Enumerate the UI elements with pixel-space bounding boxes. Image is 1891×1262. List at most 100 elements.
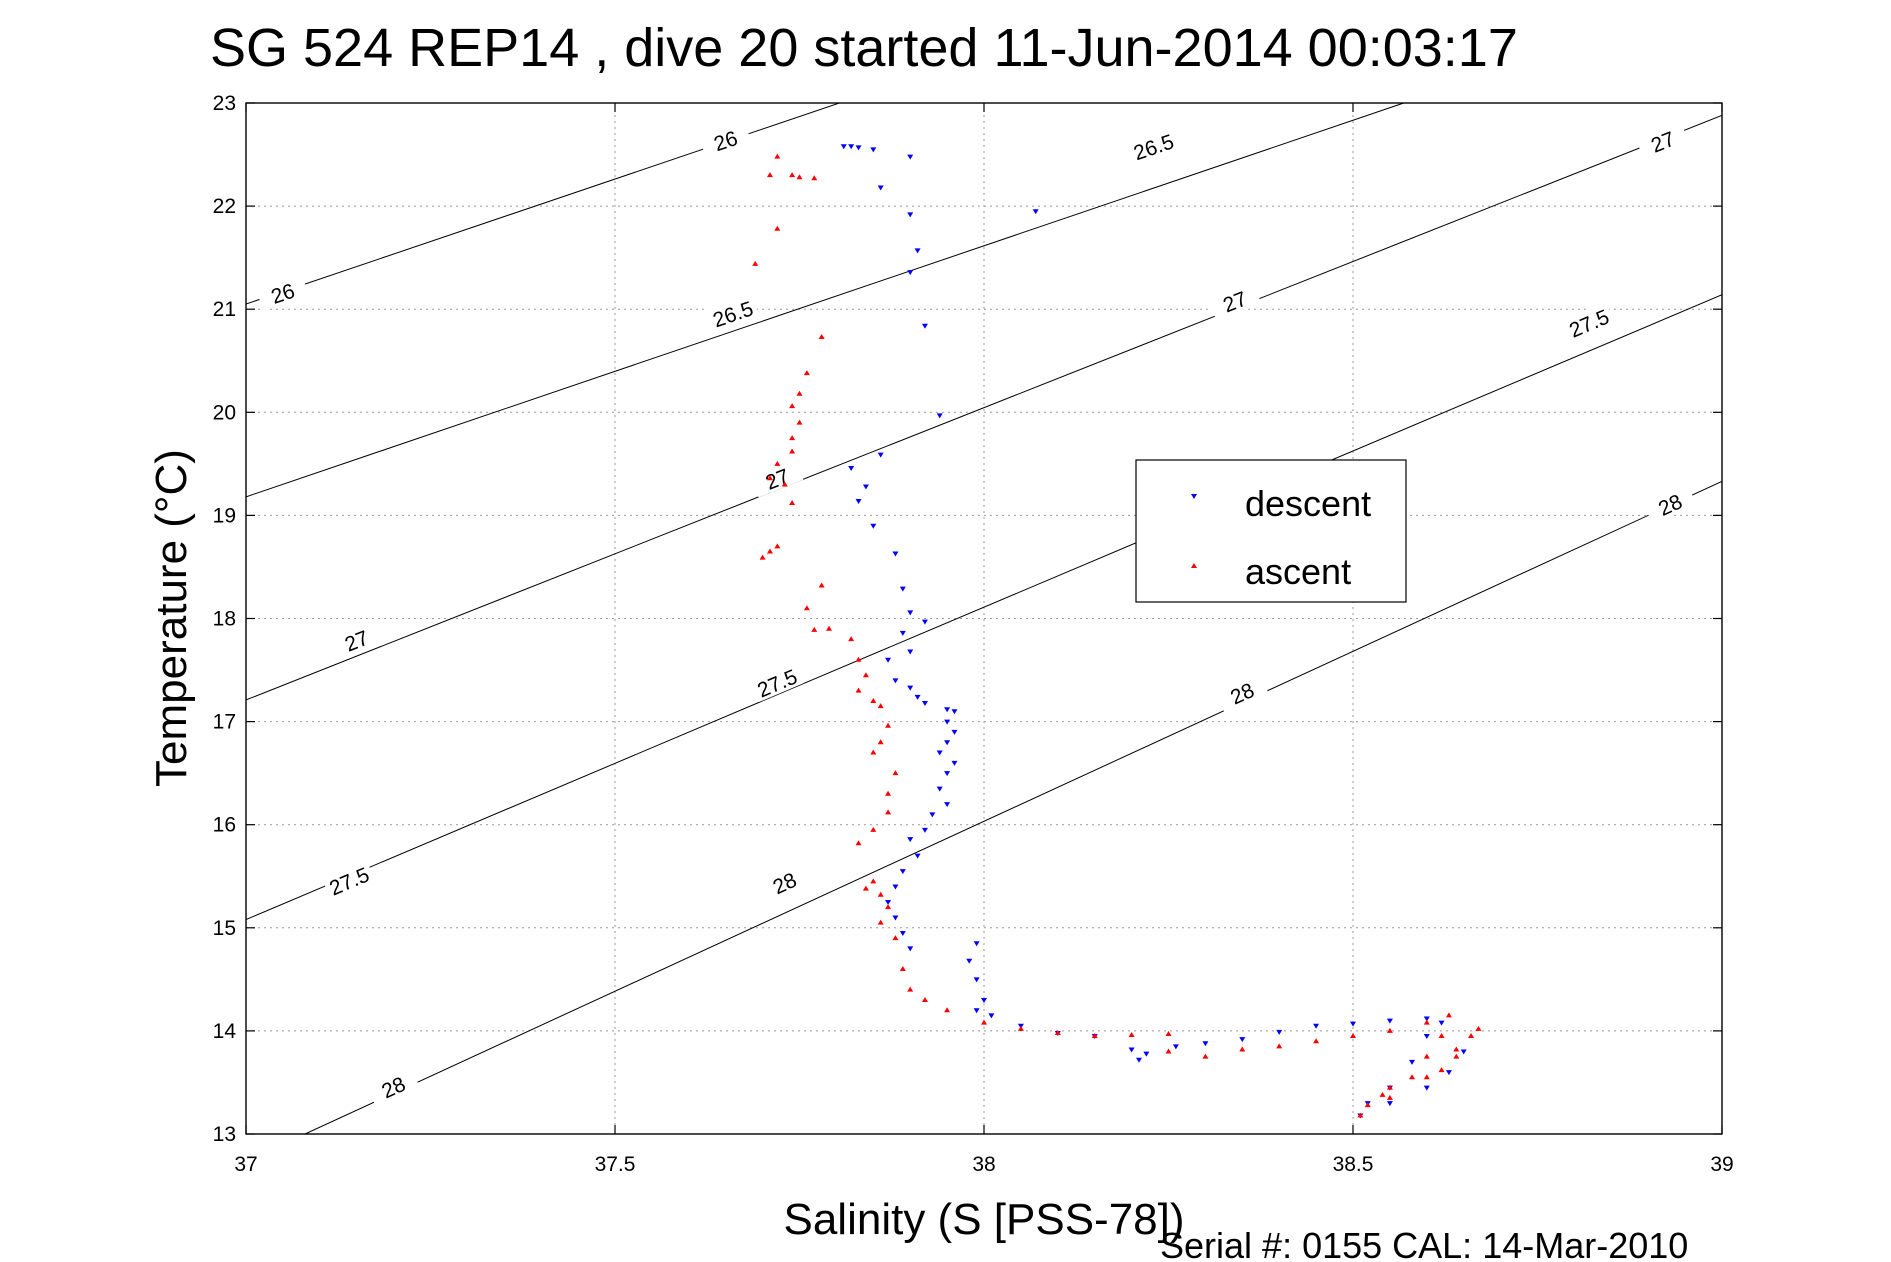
descent-point — [921, 827, 928, 833]
ascent-point — [811, 175, 818, 181]
y-tick-label: 13 — [213, 1123, 236, 1146]
ascent-point — [877, 739, 884, 745]
ascent-point — [870, 697, 877, 703]
y-tick-label: 14 — [213, 1020, 237, 1043]
descent-point — [1409, 1059, 1416, 1065]
contour-label-group: 26 — [255, 272, 309, 311]
ascent-point — [789, 448, 796, 454]
ascent-point — [1423, 1074, 1430, 1080]
ascent-point — [818, 582, 825, 588]
ascent-point — [789, 172, 796, 178]
ascent-point — [796, 390, 803, 396]
ascent-point — [1202, 1053, 1209, 1059]
ascent-point — [818, 334, 825, 340]
descent-point — [1423, 1085, 1430, 1091]
legend-descent-label: descent — [1245, 483, 1371, 524]
descent-series — [840, 144, 1467, 1119]
ascent-point — [981, 1019, 987, 1025]
descent-point — [899, 630, 906, 636]
contour-line-26.5 — [246, 103, 1406, 498]
descent-point — [1276, 1029, 1283, 1035]
ascent-point — [899, 966, 906, 972]
ascent-point — [811, 626, 818, 632]
ascent-point — [1453, 1053, 1460, 1059]
ascent-point — [766, 475, 773, 481]
ascent-point — [1091, 1033, 1098, 1039]
descent-point — [944, 719, 951, 725]
x-tick-label: 38 — [972, 1153, 995, 1176]
descent-point — [914, 248, 921, 254]
y-tick-label: 23 — [213, 92, 236, 115]
descent-point — [907, 946, 914, 952]
descent-point — [907, 610, 914, 616]
descent-point — [907, 685, 914, 691]
ascent-point — [1128, 1032, 1135, 1038]
descent-point — [951, 709, 958, 715]
contour-label-bg — [749, 457, 804, 498]
contour-label-bg — [749, 661, 804, 703]
ascent-point — [796, 419, 803, 425]
ascent-point — [774, 225, 781, 231]
descent-point — [1445, 1070, 1452, 1076]
descent-point — [907, 270, 914, 276]
ascent-point — [774, 543, 781, 549]
grid-lines — [246, 103, 1722, 1134]
y-tick-label: 22 — [213, 195, 236, 218]
ascent-point — [1357, 1112, 1364, 1118]
ascent-point — [1239, 1046, 1246, 1052]
ascent-point — [1386, 1094, 1393, 1100]
ascent-point — [1445, 1012, 1452, 1018]
ascent-point — [1423, 1019, 1430, 1025]
ascent-point — [862, 885, 869, 891]
descent-point — [921, 619, 928, 625]
ascent-point — [1017, 1025, 1024, 1031]
ascent-point — [789, 500, 796, 506]
descent-point — [973, 977, 980, 983]
contour-line-28 — [304, 480, 1722, 1134]
descent-point — [892, 551, 899, 557]
descent-point — [1350, 1021, 1356, 1027]
y-tick-label: 18 — [213, 608, 236, 631]
ascent-point — [774, 153, 781, 159]
ascent-point — [870, 878, 877, 884]
ascent-point — [766, 548, 773, 554]
descent-point — [944, 707, 951, 713]
ascent-point — [1409, 1074, 1416, 1080]
ascent-point — [877, 703, 884, 709]
legend: descent ascent — [1135, 459, 1407, 603]
descent-point — [981, 997, 987, 1003]
descent-point — [892, 915, 899, 921]
contour-label-bg — [1126, 126, 1180, 165]
ascent-point — [1364, 1102, 1371, 1108]
descent-point — [840, 144, 847, 150]
legend-descent-marker — [1191, 494, 1197, 499]
x-tick-label: 37.5 — [595, 1153, 636, 1176]
descent-point — [855, 498, 862, 504]
ascent-point — [885, 809, 892, 815]
contour-label-bg — [321, 859, 376, 900]
ascent-point — [759, 554, 766, 560]
ascent-point — [1438, 1033, 1445, 1039]
ascent-point — [892, 935, 899, 941]
ascent-point — [789, 435, 796, 441]
descent-point — [973, 941, 980, 947]
descent-point — [1202, 1041, 1209, 1047]
ascent-point — [1165, 1030, 1172, 1036]
ascent-point — [870, 826, 877, 832]
y-tick-label: 19 — [213, 504, 236, 527]
descent-point — [862, 484, 869, 490]
ascent-point — [796, 174, 803, 180]
y-tick-label: 21 — [213, 298, 236, 321]
contour-label-bg — [757, 860, 811, 903]
ascent-point — [907, 986, 914, 992]
descent-point — [966, 958, 973, 964]
ascent-point — [1350, 1033, 1356, 1039]
descent-point — [907, 649, 914, 655]
x-tick-label: 37 — [234, 1153, 257, 1176]
ascent-point — [1313, 1038, 1320, 1044]
descent-point — [1239, 1037, 1246, 1043]
ascent-point — [885, 722, 892, 728]
descent-point — [914, 853, 921, 859]
contour-label-bg — [698, 120, 752, 159]
descent-point — [936, 413, 943, 419]
